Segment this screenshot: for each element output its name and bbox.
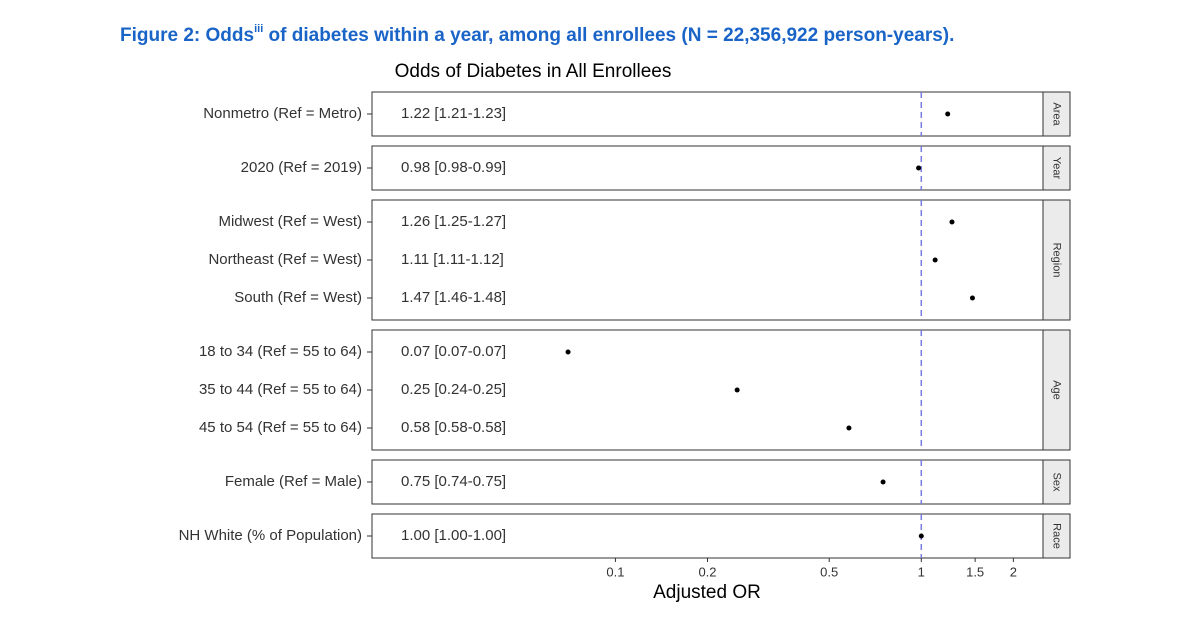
point <box>565 349 571 355</box>
strip <box>1042 513 1071 559</box>
value-label: 0.58 [0.58-0.58] <box>401 419 506 436</box>
chart-title: Odds of Diabetes in All Enrollees <box>395 61 672 82</box>
point <box>945 111 951 117</box>
x-tick-label: 1.5 <box>966 564 984 579</box>
strip-label: Sex <box>1051 473 1063 492</box>
y-tick-label: South (Ref = West) <box>234 289 362 306</box>
x-tick-label: 0.5 <box>820 564 838 579</box>
value-label: 0.98 [0.98-0.99] <box>401 159 506 176</box>
y-tick-label: Nonmetro (Ref = Metro) <box>203 105 362 122</box>
strip <box>1042 459 1071 505</box>
value-label: 1.47 [1.46-1.48] <box>401 289 506 306</box>
panel <box>371 91 1044 137</box>
point <box>916 165 922 171</box>
point <box>734 387 740 393</box>
value-label: 1.22 [1.21-1.23] <box>401 105 506 122</box>
y-tick-label: 45 to 54 (Ref = 55 to 64) <box>199 419 362 436</box>
strip <box>1042 329 1071 451</box>
strip-label: Area <box>1051 102 1063 126</box>
point <box>918 533 924 539</box>
x-tick-label: 2 <box>1010 564 1017 579</box>
panel <box>371 199 1044 321</box>
y-tick-label: 2020 (Ref = 2019) <box>241 159 362 176</box>
figure-title-superscript: iii <box>254 23 263 35</box>
value-label: 1.00 [1.00-1.00] <box>401 527 506 544</box>
figure-title-text: Figure 2: Odds <box>120 25 254 46</box>
y-tick-label: 18 to 34 (Ref = 55 to 64) <box>199 343 362 360</box>
strip-label: Year <box>1051 157 1063 180</box>
strip-label: Age <box>1051 380 1063 400</box>
y-tick-label: NH White (% of Population) <box>179 527 362 544</box>
point <box>932 257 938 263</box>
y-tick-label: Female (Ref = Male) <box>225 473 362 490</box>
value-label: 0.07 [0.07-0.07] <box>401 343 506 360</box>
value-label: 0.25 [0.24-0.25] <box>401 381 506 398</box>
point <box>880 479 886 485</box>
strip-label: Race <box>1051 523 1063 549</box>
strip-label: Region <box>1051 243 1063 278</box>
panel <box>371 329 1044 451</box>
figure-title: Figure 2: Oddsiii of diabetes within a y… <box>120 23 954 46</box>
x-axis-title: Adjusted OR <box>653 582 761 603</box>
panel <box>371 513 1044 559</box>
strip <box>1042 145 1071 191</box>
x-tick-label: 0.2 <box>698 564 716 579</box>
y-tick-label: Northeast (Ref = West) <box>208 251 362 268</box>
x-tick-label: 1 <box>918 564 925 579</box>
value-label: 1.26 [1.25-1.27] <box>401 213 506 230</box>
figure-title-text: of diabetes within a year, among all enr… <box>263 25 954 46</box>
y-tick-label: Midwest (Ref = West) <box>218 213 362 230</box>
strip <box>1042 199 1071 321</box>
y-tick-label: 35 to 44 (Ref = 55 to 64) <box>199 381 362 398</box>
panel <box>371 459 1044 505</box>
point <box>846 425 852 431</box>
value-label: 1.11 [1.11-1.12] <box>401 251 504 268</box>
point <box>949 219 955 225</box>
point <box>969 295 975 301</box>
x-tick-label: 0.1 <box>606 564 624 579</box>
value-label: 0.75 [0.74-0.75] <box>401 473 506 490</box>
strip <box>1042 91 1071 137</box>
